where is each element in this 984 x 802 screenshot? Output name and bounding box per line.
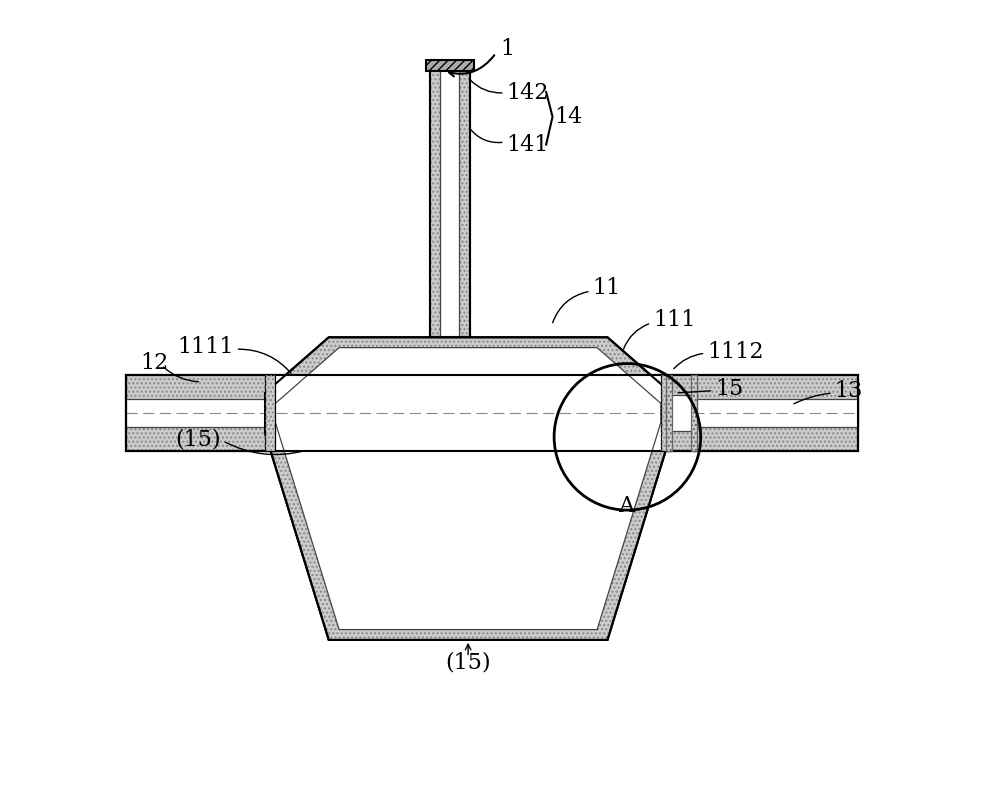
Polygon shape bbox=[126, 399, 265, 427]
Polygon shape bbox=[671, 399, 858, 427]
Polygon shape bbox=[276, 347, 661, 630]
Polygon shape bbox=[661, 375, 671, 452]
Polygon shape bbox=[691, 375, 697, 452]
Text: 1111: 1111 bbox=[177, 336, 234, 358]
Text: 111: 111 bbox=[652, 309, 696, 330]
Polygon shape bbox=[430, 67, 469, 338]
Text: 1: 1 bbox=[500, 38, 514, 60]
Text: (15): (15) bbox=[446, 651, 491, 673]
Text: 12: 12 bbox=[140, 352, 168, 374]
Text: 13: 13 bbox=[834, 380, 863, 403]
Polygon shape bbox=[666, 375, 672, 452]
Polygon shape bbox=[440, 67, 460, 338]
Text: 1112: 1112 bbox=[707, 341, 764, 363]
Polygon shape bbox=[426, 60, 473, 71]
Text: 141: 141 bbox=[507, 134, 549, 156]
Polygon shape bbox=[276, 375, 661, 452]
Polygon shape bbox=[265, 338, 671, 640]
Text: 15: 15 bbox=[715, 378, 743, 400]
Text: 14: 14 bbox=[554, 106, 583, 128]
Text: A: A bbox=[618, 495, 634, 517]
Text: 142: 142 bbox=[507, 82, 549, 103]
Polygon shape bbox=[666, 395, 697, 431]
Text: 11: 11 bbox=[592, 277, 621, 299]
Text: (15): (15) bbox=[175, 428, 221, 450]
Polygon shape bbox=[265, 375, 276, 452]
Polygon shape bbox=[126, 375, 858, 452]
